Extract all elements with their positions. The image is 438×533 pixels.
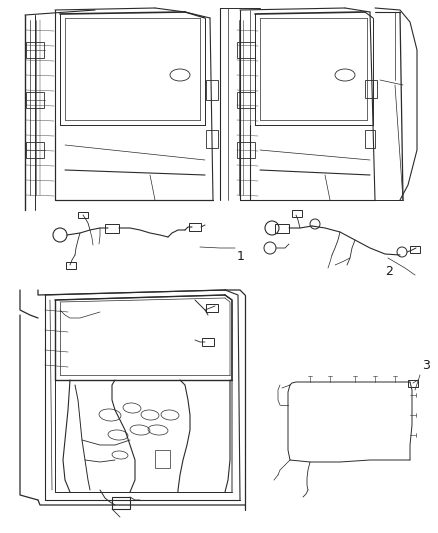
Bar (237, 42, 255, 58)
Bar (206, 130, 218, 148)
Bar (408, 380, 418, 387)
Bar (365, 80, 377, 98)
Bar (105, 224, 119, 233)
Bar (155, 450, 170, 468)
Text: 1: 1 (237, 250, 245, 263)
Text: 2: 2 (385, 265, 393, 278)
Bar (189, 223, 201, 231)
Bar (206, 304, 218, 312)
Bar (26, 42, 44, 58)
Bar (26, 142, 44, 158)
Bar (26, 92, 44, 108)
Bar (112, 497, 130, 509)
Bar (237, 142, 255, 158)
Bar (66, 262, 76, 269)
Bar (202, 338, 214, 346)
Bar (78, 212, 88, 218)
Bar (206, 80, 218, 100)
Bar (275, 224, 289, 233)
Bar (410, 246, 420, 253)
Text: 3: 3 (422, 359, 430, 372)
Bar (365, 130, 375, 148)
Bar (237, 92, 255, 108)
Bar (292, 210, 302, 217)
